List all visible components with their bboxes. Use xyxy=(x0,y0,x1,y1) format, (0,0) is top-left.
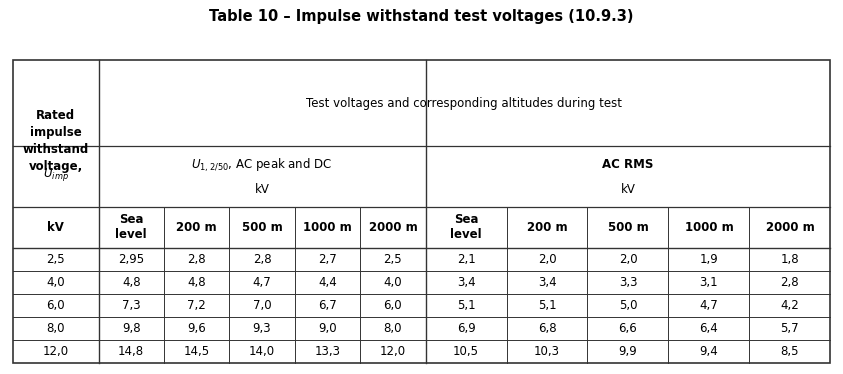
Text: 2000 m: 2000 m xyxy=(368,221,417,234)
Text: 9,3: 9,3 xyxy=(253,322,271,335)
Bar xyxy=(13,60,830,363)
Text: 4,4: 4,4 xyxy=(318,276,337,289)
Text: Rated
impulse
withstand
voltage,: Rated impulse withstand voltage, xyxy=(23,109,89,173)
Text: 2,5: 2,5 xyxy=(46,253,65,266)
Text: 200 m: 200 m xyxy=(176,221,217,234)
Text: kV: kV xyxy=(620,183,636,196)
Text: 4,7: 4,7 xyxy=(700,299,718,312)
Text: 14,8: 14,8 xyxy=(118,345,144,358)
Text: 1,9: 1,9 xyxy=(700,253,718,266)
Text: Test voltages and corresponding altitudes during test: Test voltages and corresponding altitude… xyxy=(306,96,622,110)
Text: $\it{U}$$_{imp}$: $\it{U}$$_{imp}$ xyxy=(43,166,68,183)
Text: 9,8: 9,8 xyxy=(122,322,141,335)
Text: 6,7: 6,7 xyxy=(318,299,337,312)
Text: 12,0: 12,0 xyxy=(380,345,406,358)
Text: 1000 m: 1000 m xyxy=(685,221,733,234)
Text: Sea
level: Sea level xyxy=(450,213,482,241)
Text: 6,9: 6,9 xyxy=(457,322,475,335)
Text: Sea
level: Sea level xyxy=(115,213,147,241)
Text: 8,0: 8,0 xyxy=(384,322,402,335)
Text: 12,0: 12,0 xyxy=(42,345,68,358)
Text: $U_{1,2/50}$, AC peak and DC: $U_{1,2/50}$, AC peak and DC xyxy=(191,156,333,173)
Text: 3,4: 3,4 xyxy=(457,276,475,289)
Text: 4,2: 4,2 xyxy=(781,299,799,312)
Text: 2,0: 2,0 xyxy=(538,253,556,266)
Text: 1000 m: 1000 m xyxy=(303,221,352,234)
Text: 5,7: 5,7 xyxy=(781,322,799,335)
Text: 13,3: 13,3 xyxy=(314,345,341,358)
Text: 5,1: 5,1 xyxy=(538,299,556,312)
Text: 7,2: 7,2 xyxy=(187,299,206,312)
Text: 7,0: 7,0 xyxy=(253,299,271,312)
Text: 8,0: 8,0 xyxy=(46,322,65,335)
Text: 10,3: 10,3 xyxy=(534,345,560,358)
Text: 7,3: 7,3 xyxy=(122,299,141,312)
Text: AC RMS: AC RMS xyxy=(602,158,653,171)
Text: 9,0: 9,0 xyxy=(318,322,336,335)
Text: kV: kV xyxy=(255,183,270,196)
Text: 2,8: 2,8 xyxy=(187,253,206,266)
Text: 2000 m: 2000 m xyxy=(765,221,814,234)
Text: 6,4: 6,4 xyxy=(700,322,718,335)
Text: 4,8: 4,8 xyxy=(187,276,206,289)
Text: 9,4: 9,4 xyxy=(700,345,718,358)
Text: 10,5: 10,5 xyxy=(453,345,479,358)
Text: 2,1: 2,1 xyxy=(457,253,475,266)
Text: 3,3: 3,3 xyxy=(619,276,637,289)
Text: 14,0: 14,0 xyxy=(249,345,275,358)
Text: 8,5: 8,5 xyxy=(781,345,799,358)
Text: 2,5: 2,5 xyxy=(384,253,402,266)
Text: 500 m: 500 m xyxy=(242,221,282,234)
Text: 3,1: 3,1 xyxy=(700,276,718,289)
Text: 6,0: 6,0 xyxy=(384,299,402,312)
Text: 14,5: 14,5 xyxy=(184,345,210,358)
Text: 2,8: 2,8 xyxy=(781,276,799,289)
Text: 2,95: 2,95 xyxy=(118,253,144,266)
Text: kV: kV xyxy=(47,221,64,234)
Text: 200 m: 200 m xyxy=(527,221,567,234)
Text: 4,0: 4,0 xyxy=(384,276,402,289)
Text: 4,8: 4,8 xyxy=(122,276,141,289)
Text: Table 10 – Impulse withstand test voltages (10.9.3): Table 10 – Impulse withstand test voltag… xyxy=(209,9,634,24)
Text: 4,7: 4,7 xyxy=(253,276,271,289)
Text: 1,8: 1,8 xyxy=(781,253,799,266)
Text: 2,7: 2,7 xyxy=(318,253,337,266)
Text: 6,8: 6,8 xyxy=(538,322,556,335)
Text: 4,0: 4,0 xyxy=(46,276,65,289)
Text: 5,0: 5,0 xyxy=(619,299,637,312)
Text: 500 m: 500 m xyxy=(608,221,648,234)
Text: 6,6: 6,6 xyxy=(619,322,637,335)
Text: 6,0: 6,0 xyxy=(46,299,65,312)
Text: 3,4: 3,4 xyxy=(538,276,556,289)
Text: 9,6: 9,6 xyxy=(187,322,206,335)
Text: 5,1: 5,1 xyxy=(457,299,475,312)
Text: 2,0: 2,0 xyxy=(619,253,637,266)
Text: 9,9: 9,9 xyxy=(619,345,637,358)
Text: 2,8: 2,8 xyxy=(253,253,271,266)
